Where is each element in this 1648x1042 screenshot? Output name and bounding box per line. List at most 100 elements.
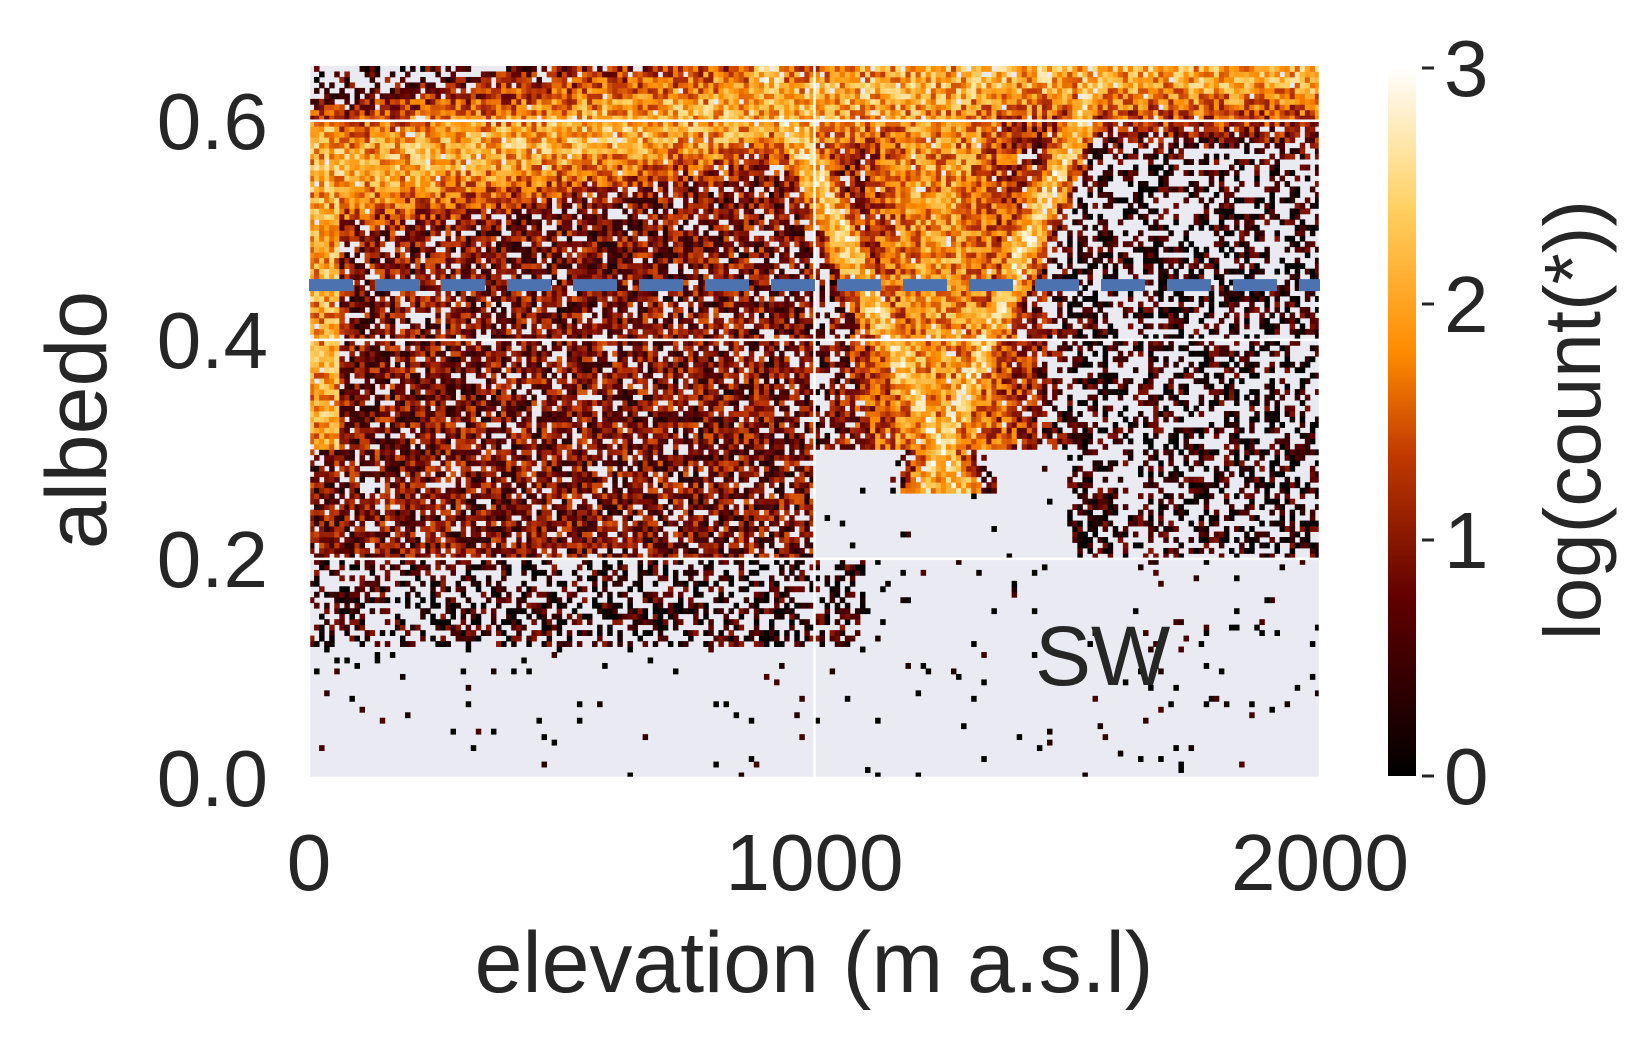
heatmap-cell (657, 509, 664, 516)
heatmap-cell (713, 438, 719, 445)
heatmap-cell (657, 405, 664, 412)
heatmap-cell (779, 471, 785, 478)
heatmap-cell (440, 526, 446, 532)
heatmap-cell (1234, 537, 1240, 543)
heatmap-cell (637, 553, 644, 560)
heatmap-cell (470, 411, 477, 417)
heatmap-cell (485, 630, 492, 636)
heatmap-cell (511, 400, 517, 406)
heatmap-cell (743, 597, 750, 604)
heatmap-cell (415, 460, 421, 467)
heatmap-cell (708, 493, 714, 500)
heatmap-cell (511, 454, 517, 461)
heatmap-cell (450, 405, 456, 412)
heatmap-cell (672, 416, 679, 423)
heatmap-cell (708, 619, 714, 626)
heatmap-cell (556, 624, 563, 631)
heatmap-cell (536, 471, 542, 478)
heatmap-cell (753, 405, 760, 412)
heatmap-cell (779, 454, 785, 461)
heatmap-cell (885, 443, 891, 450)
heatmap-cell (526, 427, 532, 434)
heatmap-cell (516, 383, 522, 390)
heatmap-cell (1229, 389, 1235, 396)
heatmap-cell (561, 526, 568, 532)
heatmap-cell (339, 597, 345, 604)
heatmap-cell (1249, 427, 1255, 434)
heatmap-cell (642, 597, 649, 604)
heatmap-cell (657, 416, 664, 423)
heatmap-cell (966, 454, 972, 461)
heatmap-cell (450, 624, 456, 631)
heatmap-cell (789, 564, 795, 571)
heatmap-cell (738, 613, 745, 620)
heatmap-cell (420, 630, 426, 636)
heatmap-cell (465, 476, 472, 483)
heatmap-cell (1193, 526, 1200, 532)
heatmap-cell (1138, 493, 1144, 500)
heatmap-cell (784, 526, 790, 532)
heatmap-cell (506, 378, 512, 385)
heatmap-cell (394, 411, 401, 417)
heatmap-cell (703, 526, 709, 532)
heatmap-cell (769, 422, 775, 428)
heatmap-cell (1001, 443, 1007, 450)
heatmap-cell (1087, 405, 1093, 412)
heatmap-cell (602, 487, 608, 494)
heatmap-cell (607, 509, 613, 516)
heatmap-cell (986, 411, 992, 417)
heatmap-cell (506, 635, 512, 642)
heatmap-cell (551, 542, 558, 549)
heatmap-cell (1178, 427, 1184, 434)
heatmap-cell (961, 487, 967, 494)
heatmap-cell (1092, 520, 1098, 527)
heatmap-cell (405, 597, 411, 604)
heatmap-cell (1021, 438, 1028, 445)
heatmap-cell (389, 427, 396, 434)
heatmap-cell (698, 520, 704, 527)
heatmap-cell (1203, 383, 1210, 390)
heatmap-cell (1259, 630, 1265, 636)
heatmap-cell (1092, 422, 1098, 428)
heatmap-cell (698, 432, 704, 439)
heatmap-cell (799, 558, 805, 565)
heatmap-cell (763, 438, 770, 445)
heatmap-cell (334, 597, 340, 604)
heatmap-cell (607, 493, 613, 500)
heatmap-cell (496, 443, 502, 450)
heatmap-cell (1148, 547, 1154, 554)
heatmap-cell (723, 400, 729, 406)
heatmap-cell (900, 432, 906, 439)
heatmap-cell (344, 509, 350, 516)
heatmap-cell (319, 515, 325, 521)
heatmap-cell (526, 602, 532, 609)
heatmap-cell (1274, 542, 1280, 549)
heatmap-cell (470, 449, 477, 456)
heatmap-cell (546, 619, 553, 626)
heatmap-cell (1249, 493, 1255, 500)
heatmap-cell (364, 405, 371, 412)
heatmap-cell (662, 635, 669, 642)
heatmap-cell (743, 476, 750, 483)
heatmap-cell (465, 394, 472, 401)
heatmap-cell (748, 515, 755, 521)
heatmap-cell (602, 608, 608, 615)
heatmap-cell (571, 580, 578, 587)
heatmap-cell (405, 531, 411, 538)
heatmap-cell (1213, 389, 1220, 396)
heatmap-cell (581, 597, 588, 604)
heatmap-cell (541, 422, 547, 428)
heatmap-cell (480, 476, 487, 483)
heatmap-cell (420, 394, 426, 401)
heatmap-cell (940, 443, 947, 450)
heatmap-cell (501, 526, 507, 532)
heatmap-cell (516, 630, 522, 636)
heatmap-cell (774, 449, 780, 456)
heatmap-cell (723, 569, 729, 576)
heatmap-cell (541, 547, 547, 554)
heatmap-cell (753, 471, 760, 478)
heatmap-cell (1148, 443, 1154, 450)
heatmap-cell (389, 394, 396, 401)
heatmap-cell (804, 602, 810, 609)
heatmap-cell (647, 569, 654, 576)
